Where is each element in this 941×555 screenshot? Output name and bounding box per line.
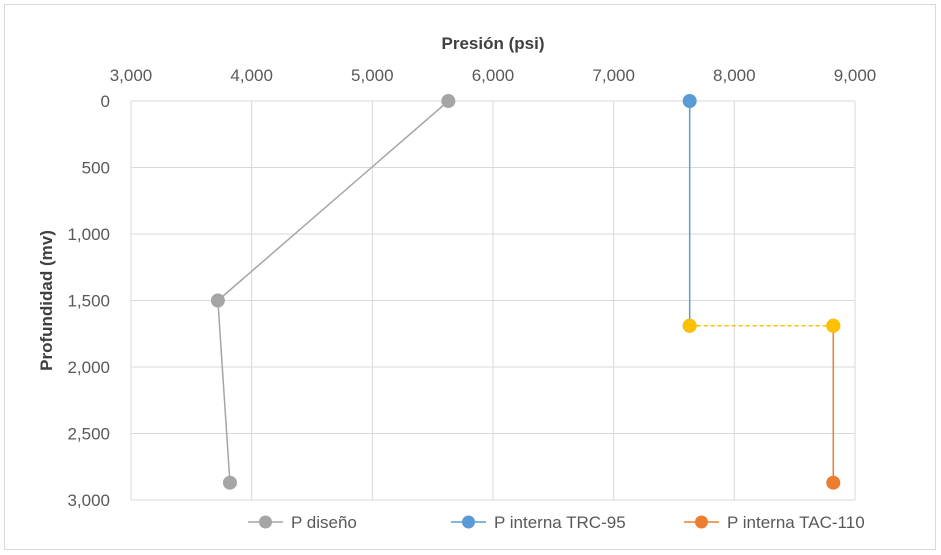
- legend-marker-1: [259, 515, 272, 529]
- series-layer: [210, 94, 841, 490]
- series-line-1: [217, 100, 449, 483]
- series-1-point: [210, 293, 225, 308]
- legend-label-3: P interna TAC-110: [727, 513, 865, 532]
- series-3-point: [826, 475, 841, 490]
- grid: [130, 100, 856, 501]
- chart-frame: [4, 4, 936, 550]
- x-tick-label: 6,000: [472, 66, 515, 85]
- x-tick-label: 4,000: [230, 66, 273, 85]
- y-tick-label: 0: [101, 92, 110, 111]
- y-axis-ticks: 0 500 1,000 1,500 2,000 2,500 3,000: [67, 92, 110, 510]
- x-tick-label: 5,000: [351, 66, 394, 85]
- y-tick-label: 1,000: [67, 225, 110, 244]
- legend-label-1: P diseño: [291, 513, 357, 532]
- y-axis-title: Profundidad (mv): [37, 230, 56, 371]
- y-tick-label: 2,000: [67, 358, 110, 377]
- legend-label-2: P interna TRC-95: [494, 513, 626, 532]
- y-tick-label: 2,500: [67, 425, 110, 444]
- x-tick-label: 7,000: [592, 66, 635, 85]
- connector-point: [682, 318, 697, 333]
- y-tick-label: 500: [82, 159, 110, 178]
- x-axis-title: Presión (psi): [442, 34, 545, 53]
- legend-marker-2: [462, 515, 475, 529]
- series-2-point: [682, 94, 697, 108]
- connector-point: [826, 318, 841, 333]
- x-axis-ticks: 3,000 4,000 5,000 6,000 7,000 8,000 9,000: [110, 66, 877, 85]
- legend-marker-3: [695, 515, 708, 529]
- y-tick-label: 1,500: [67, 292, 110, 311]
- series-1-point: [441, 94, 456, 108]
- x-tick-label: 3,000: [110, 66, 153, 85]
- x-tick-label: 8,000: [713, 66, 756, 85]
- series-1-point: [222, 475, 237, 490]
- x-tick-label: 9,000: [834, 66, 877, 85]
- legend: P diseño P interna TRC-95 P interna TAC-11…: [248, 513, 865, 532]
- y-tick-label: 3,000: [67, 491, 110, 510]
